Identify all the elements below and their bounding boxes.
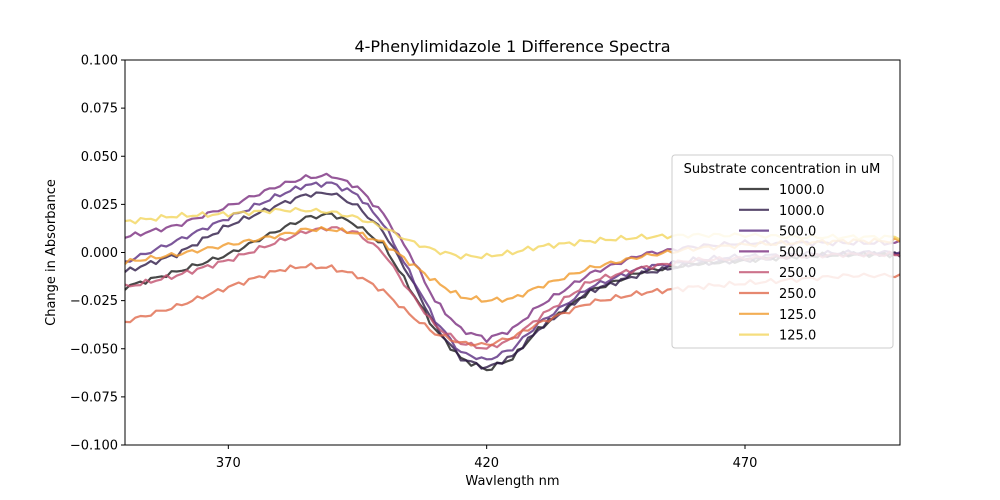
y-tick-label: −0.075 <box>70 390 118 405</box>
legend-label: 1000.0 <box>779 183 825 198</box>
y-tick-label: 0.075 <box>81 102 118 117</box>
chart-title: 4-Phenylimidazole 1 Difference Spectra <box>354 37 670 56</box>
legend-label: 250.0 <box>779 266 816 281</box>
y-tick-label: −0.025 <box>70 294 118 309</box>
y-tick-label: 0.050 <box>81 150 118 165</box>
legend-entries: 1000.0 1000.0 500.0 500.0 250.0 250.0 125.0 125… <box>739 183 825 344</box>
legend: Substrate concentration in uM 1000.01000… <box>671 154 894 349</box>
legend-box <box>671 154 894 349</box>
x-tick-label: 370 <box>216 456 241 471</box>
legend-label: 125.0 <box>779 308 816 323</box>
y-axis-label: Change in Absorbance <box>44 179 59 326</box>
legend-label: 250.0 <box>779 287 816 302</box>
legend-label: 1000.0 <box>779 204 825 219</box>
legend-label: 125.0 <box>779 329 816 344</box>
y-tick-label: 0.025 <box>81 198 118 213</box>
legend-label: 500.0 <box>779 225 816 240</box>
y-tick-label: 0.100 <box>81 54 118 69</box>
y-axis: −0.100 −0.075 −0.050 −0.025 0.000 0.025 0.050 0… <box>70 54 125 454</box>
legend-label: 500.0 <box>779 245 816 260</box>
y-tick-label: −0.050 <box>70 342 118 357</box>
y-tick-label: −0.100 <box>70 439 118 454</box>
legend-title: Substrate concentration in uM <box>684 162 881 177</box>
x-tick-label: 470 <box>733 456 758 471</box>
x-axis: 370 420 470 <box>216 445 757 471</box>
x-tick-label: 420 <box>474 456 499 471</box>
y-tick-label: 0.000 <box>81 246 118 261</box>
x-axis-label: Wavlength nm <box>465 474 559 489</box>
